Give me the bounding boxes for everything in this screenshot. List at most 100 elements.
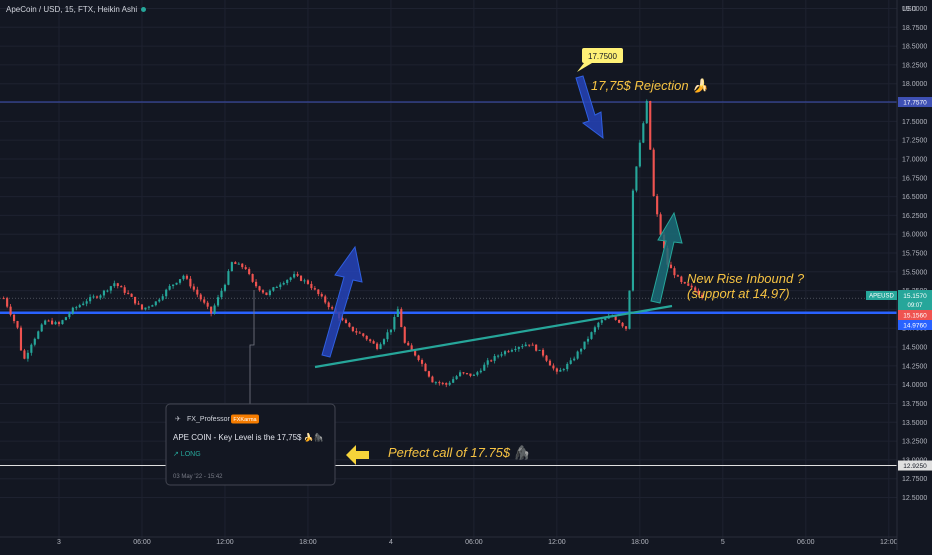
candle-body	[216, 297, 220, 306]
candle-body	[341, 318, 344, 320]
candle-body	[348, 323, 351, 327]
candle-body	[455, 376, 458, 380]
currency-label: USD	[902, 6, 917, 13]
rise-annotation-line1: New Rise Inbound ?	[687, 271, 805, 286]
candle-body	[593, 327, 596, 333]
candle-body	[317, 289, 320, 295]
y-tick-label: 16.5000	[902, 194, 927, 201]
y-tick-label: 16.0000	[902, 232, 927, 239]
x-tick-label: 18:00	[299, 539, 317, 546]
candle-body	[154, 301, 157, 306]
candle-body	[71, 307, 74, 314]
candle-body	[223, 284, 227, 291]
candle-body	[573, 358, 576, 361]
y-tick-label: 19.0000	[902, 6, 927, 13]
candle-body	[431, 376, 434, 383]
candle-body	[528, 344, 531, 346]
candle-body	[555, 368, 558, 372]
candle-body	[545, 355, 548, 361]
candle-body	[417, 355, 420, 360]
candle-body	[659, 214, 662, 235]
candle-body	[303, 280, 306, 282]
candle-body	[635, 166, 638, 191]
candle-body	[6, 298, 9, 307]
resistance-price-tag-bg	[898, 97, 932, 108]
candle-body	[645, 100, 648, 124]
candle-body	[631, 190, 635, 291]
candle-body	[531, 344, 534, 346]
lower-price-tag: 12.9250	[903, 463, 927, 470]
candle-body	[37, 331, 40, 339]
candle-body	[44, 320, 47, 325]
candle-body	[261, 290, 265, 293]
candle-body	[220, 290, 223, 298]
teal-up-arrow-icon	[650, 211, 683, 304]
candle-body	[127, 292, 130, 294]
candle-body	[701, 294, 704, 298]
candle-body	[286, 279, 289, 283]
trendline	[314, 304, 673, 369]
candle-body	[168, 286, 171, 290]
candle-body	[85, 301, 88, 304]
candle-body	[279, 284, 282, 287]
candle-body	[662, 234, 666, 249]
x-tick-label: 12:00	[880, 539, 898, 546]
candle-body	[282, 282, 285, 285]
blue-up-arrow-icon	[321, 245, 363, 358]
candle-body	[548, 360, 552, 366]
candle-body	[237, 263, 240, 265]
candle-body	[441, 382, 444, 384]
candle-body	[683, 282, 686, 284]
symbol-tag-bg	[866, 291, 897, 300]
candle-body	[210, 306, 213, 314]
candle-body	[694, 287, 697, 291]
candle-body	[33, 338, 36, 345]
candle-body	[19, 327, 23, 351]
countdown-timer: 09:07	[907, 303, 923, 309]
candle-body	[414, 350, 417, 356]
candle-body	[320, 294, 323, 297]
candle-body	[503, 351, 507, 355]
candle-body	[47, 320, 50, 322]
candle-body	[618, 319, 621, 323]
candle-body	[255, 281, 258, 287]
candle-body	[469, 373, 472, 376]
candle-body	[389, 329, 392, 333]
candle-body	[54, 322, 57, 325]
candle-body	[165, 289, 168, 297]
rejection-annotation: 17,75$ Rejection 🍌	[591, 78, 710, 93]
candle-body	[272, 287, 275, 291]
candle-body	[175, 282, 178, 285]
symbol-tag: APEUSD	[869, 294, 894, 300]
levels	[0, 101, 897, 467]
callout-pointer	[577, 63, 592, 72]
y-tick-label: 18.7500	[902, 25, 927, 32]
candle-body	[234, 262, 237, 264]
x-tick-label: 5	[721, 539, 725, 546]
candle-body	[265, 292, 268, 296]
candle-body	[351, 326, 354, 332]
x-tick-label: 06:00	[465, 539, 483, 546]
candle-body	[64, 317, 67, 321]
current-price-tag-bg	[898, 310, 932, 320]
candle-body	[199, 294, 202, 300]
candle-body	[113, 283, 116, 287]
y-tick-label: 17.5000	[902, 119, 927, 126]
x-tick-label: 18:00	[631, 539, 649, 546]
tweet-text: APE COIN - Key Level is the 17,75$ 🍌🦍	[173, 432, 324, 442]
candle-body	[424, 363, 427, 372]
candle-body	[583, 341, 586, 349]
candle-body	[213, 305, 216, 314]
candle-body	[158, 299, 161, 302]
chart-title: ApeCoin / USD, 15, FTX, Heikin Ashi	[6, 5, 147, 14]
candle-body	[680, 276, 683, 283]
candle-body	[51, 320, 54, 325]
candle-body	[178, 279, 182, 283]
candle-body	[490, 360, 493, 362]
y-tick-label: 12.5000	[902, 495, 927, 502]
tweet-card	[165, 403, 336, 486]
candle-body	[438, 382, 441, 384]
